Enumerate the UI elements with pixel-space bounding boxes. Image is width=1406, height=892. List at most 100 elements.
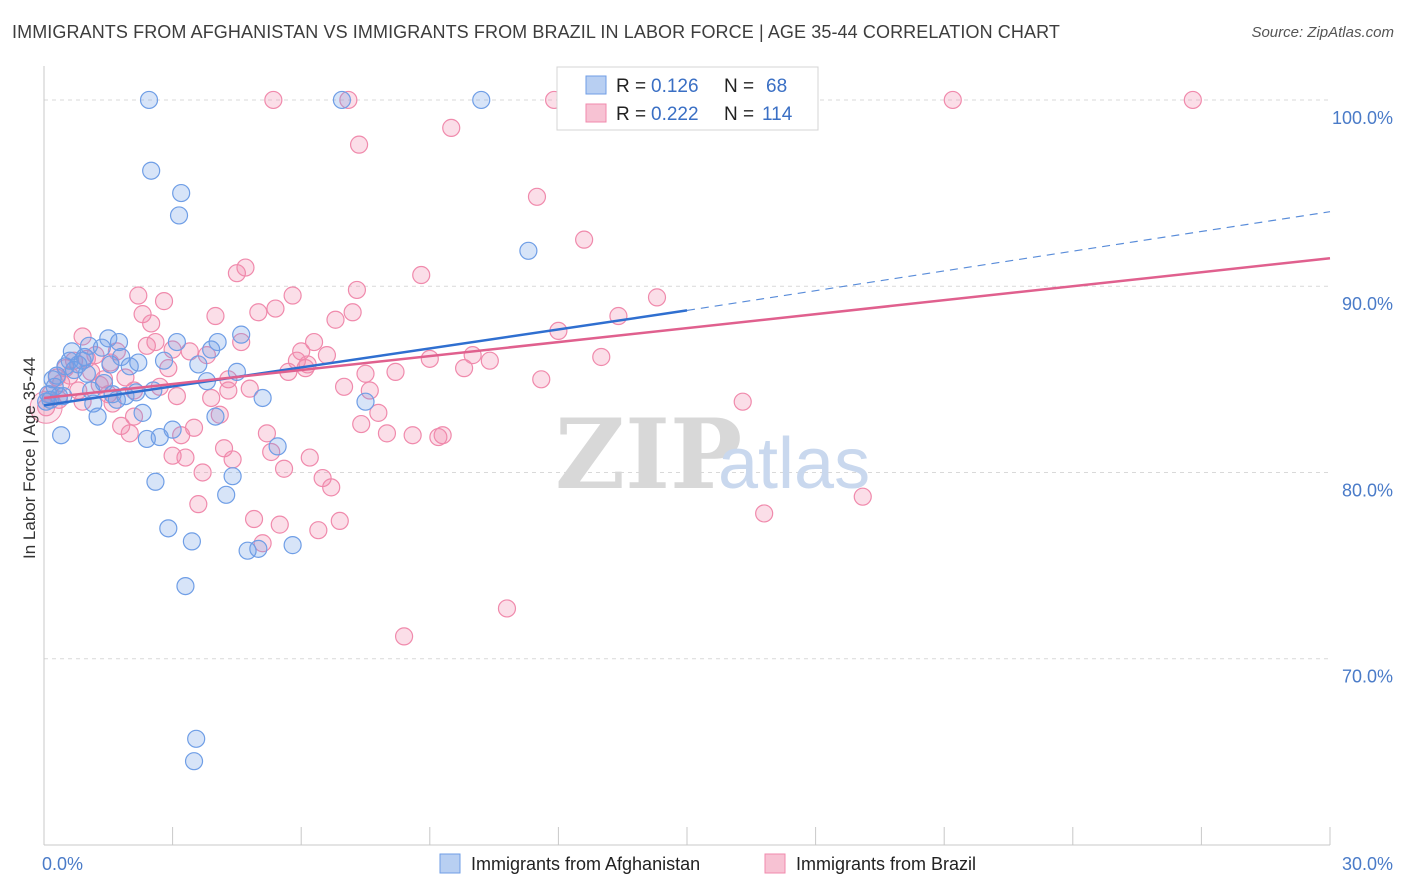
legend-n-value-brazil: 114 [762,104,793,125]
y-tick-labels: 70.0% 80.0% 90.0% 100.0% [1332,108,1393,687]
point-brazil [202,388,221,408]
point-afghanistan [88,407,107,426]
point-afghanistan [139,90,159,110]
point-brazil [189,495,208,514]
point-brazil [386,362,405,381]
trend-line-afghanistan [43,309,688,407]
point-afghanistan [472,90,491,110]
legend-n-label-brazil: N = [724,104,754,125]
series-afghanistan-points [37,90,538,771]
point-brazil [154,292,174,311]
point-brazil [176,448,195,467]
legend-n-value-afghanistan: 68 [766,76,787,97]
legend-r-label-brazil: R = [616,104,646,125]
point-afghanistan [208,332,227,352]
point-brazil [236,258,255,277]
chart-title: IMMIGRANTS FROM AFGHANISTAN VS IMMIGRANT… [12,22,1060,42]
point-brazil [73,327,92,346]
point-afghanistan [37,392,56,411]
y-tick-label: 80.0% [1342,480,1393,500]
point-afghanistan [133,403,152,422]
x-tick-label-min: 0.0% [42,854,83,874]
point-afghanistan [332,90,352,110]
point-brazil [420,349,439,368]
x-tick-label-max: 30.0% [1342,854,1393,874]
point-afghanistan [52,426,71,445]
y-axis-label: In Labor Force | Age 35-44 [20,357,39,559]
axes [43,66,1331,846]
point-brazil [575,230,594,249]
point-brazil [232,332,251,352]
point-afghanistan [223,467,242,486]
point-afghanistan [249,539,268,558]
point-brazil [240,379,259,398]
point-brazil [146,332,165,352]
point-brazil [206,306,225,326]
point-brazil [120,424,139,443]
series-brazil-points [29,90,1202,646]
point-afghanistan [217,485,236,504]
point-afghanistan [184,752,204,771]
point-brazil [360,381,379,400]
bottom-legend-swatch-afghanistan [439,853,461,874]
point-afghanistan [176,576,195,596]
point-brazil [349,135,369,154]
point-afghanistan [169,206,189,225]
point-brazil [454,359,474,378]
point-afghanistan [99,329,118,348]
point-brazil [304,332,324,352]
point-afghanistan [182,532,201,551]
y-tick-label: 90.0% [1342,294,1393,314]
point-brazil [334,377,354,396]
point-brazil [853,487,872,506]
bottom-legend-swatch-brazil [764,853,786,874]
point-afghanistan [92,338,111,357]
point-brazil [330,511,349,530]
point-brazil [193,463,212,482]
trend-lines [43,211,1331,407]
point-brazil [463,346,482,365]
point-brazil [943,90,962,110]
point-brazil [116,368,135,387]
point-brazil [274,459,294,478]
point-afghanistan [47,366,66,385]
legend-swatch-brazil [585,103,607,123]
point-brazil [532,370,551,389]
point-afghanistan [519,241,538,260]
point-afghanistan [167,332,186,352]
point-afghanistan [189,355,208,374]
y-tick-label: 70.0% [1342,667,1393,687]
point-brazil [142,314,161,333]
point-brazil [184,418,204,437]
point-brazil [167,387,186,406]
point-brazil [497,599,517,618]
point-brazil [480,351,499,370]
point-afghanistan [187,729,206,748]
point-brazil [394,627,414,646]
point-brazil [317,346,337,365]
legend-r-value-brazil: 0.222 [651,104,699,125]
trend-line-brazil [43,257,1331,400]
point-brazil [343,303,362,322]
point-brazil [592,347,611,367]
point-brazil [347,280,367,300]
legend-swatch-afghanistan [585,75,607,95]
legend-n-label-afghanistan: N = [724,76,754,97]
legend-r-value-afghanistan: 0.126 [651,76,699,97]
point-afghanistan [154,351,174,370]
point-afghanistan [129,353,148,372]
y-tick-label: 100.0% [1332,108,1393,128]
point-afghanistan [268,437,287,456]
point-brazil [322,478,341,497]
point-afghanistan [159,519,178,538]
bottom-legend-label-brazil: Immigrants from Brazil [796,854,976,874]
watermark-zip: ZIP [555,398,742,511]
point-brazil [442,118,461,137]
point-afghanistan [232,325,251,344]
point-afghanistan [75,347,94,367]
point-brazil [1183,90,1202,110]
point-afghanistan [77,364,96,383]
point-afghanistan [109,332,129,352]
point-brazil [266,299,285,318]
point-brazil [326,310,345,329]
